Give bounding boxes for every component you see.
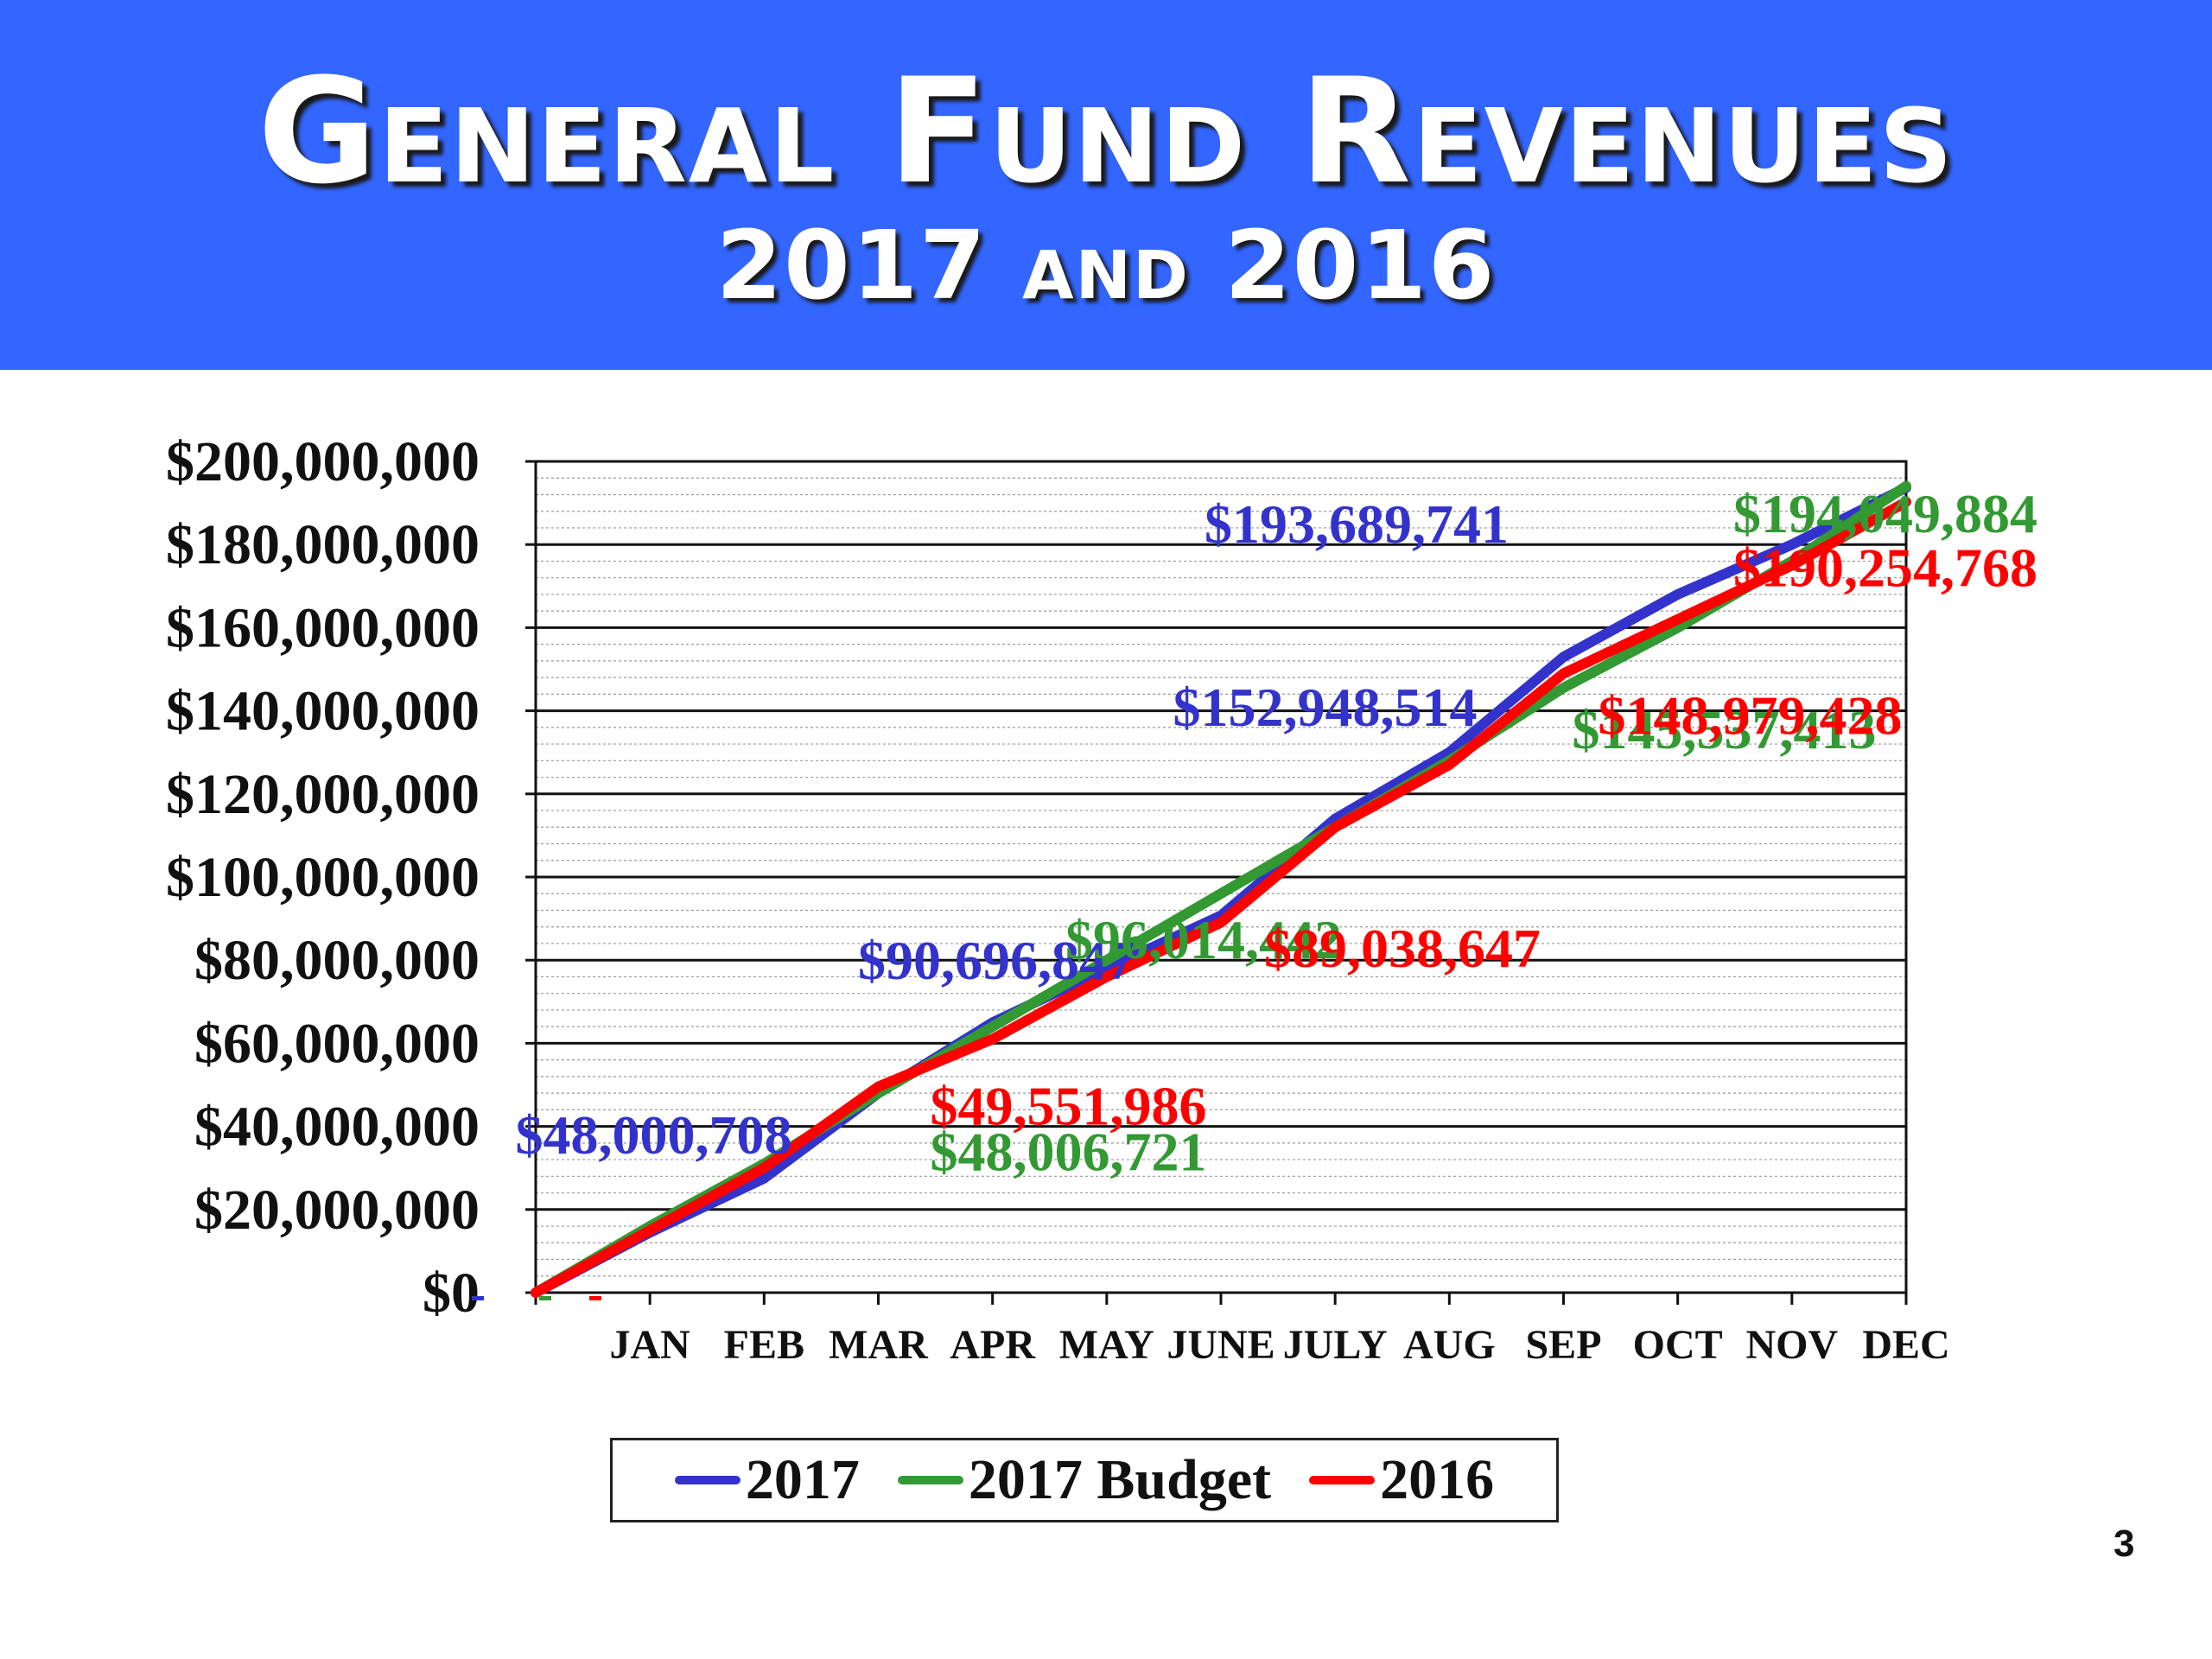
page-number: 3	[2113, 1522, 2135, 1565]
y-tick-label: $160,000,000	[166, 596, 480, 659]
data-label: $145,537,413	[1573, 699, 1877, 760]
data-label: $90,696,847	[858, 930, 1135, 991]
x-tick-label: APR	[950, 1322, 1036, 1368]
x-tick-label: JAN	[610, 1322, 691, 1368]
y-tick-label: $60,000,000	[194, 1012, 480, 1075]
legend-label-2017: 2017	[745, 1448, 860, 1511]
x-tick-label: NOV	[1745, 1322, 1838, 1368]
data-label: $194,049,884	[1733, 483, 2037, 544]
series-line-2	[531, 496, 1911, 1298]
y-tick-label: $40,000,000	[194, 1096, 480, 1159]
title-banner: General Fund Revenues 2017 and 2016	[0, 0, 2212, 370]
legend-swatch-2017	[674, 1476, 741, 1484]
series-line-0	[531, 482, 1911, 1298]
x-tick-label: JUNE	[1166, 1322, 1274, 1368]
origin-marker-1	[539, 1296, 551, 1300]
y-tick-label: $120,000,000	[166, 763, 480, 826]
data-label: $190,254,768	[1733, 537, 2037, 599]
y-tick-label: $140,000,000	[166, 680, 480, 743]
data-label: $49,551,986	[931, 1076, 1207, 1137]
legend-label-2016: 2016	[1380, 1448, 1495, 1511]
legend-swatch-2017-budget	[897, 1476, 963, 1484]
x-tick-label: SEP	[1525, 1322, 1601, 1368]
chart-legend: 2017 2017 Budget 2016	[610, 1438, 1559, 1522]
legend-item-2016: 2016	[1309, 1447, 1494, 1513]
legend-label-2017-budget: 2017 Budget	[968, 1448, 1272, 1511]
legend-item-2017: 2017	[674, 1447, 860, 1513]
x-tick-label: DEC	[1862, 1322, 1949, 1368]
y-tick-label: $200,000,000	[166, 430, 480, 493]
y-tick-label: $100,000,000	[166, 846, 480, 909]
data-label: $89,038,647	[1264, 918, 1541, 979]
origin-marker-0	[472, 1296, 484, 1300]
legend-swatch-2016	[1309, 1476, 1376, 1484]
data-label: $48,000,708	[516, 1104, 792, 1166]
y-tick-label: $180,000,000	[166, 513, 480, 576]
x-tick-label: MAY	[1059, 1322, 1154, 1368]
y-tick-label: $0	[423, 1262, 480, 1325]
legend-item-2017-budget: 2017 Budget	[897, 1447, 1272, 1513]
x-tick-label: MAR	[829, 1322, 929, 1368]
x-tick-label: JULY	[1283, 1322, 1388, 1368]
x-tick-label: OCT	[1633, 1322, 1723, 1368]
slide-title: General Fund Revenues	[257, 47, 1955, 216]
data-label: $152,948,514	[1173, 677, 1478, 738]
y-tick-label: $80,000,000	[194, 929, 480, 992]
data-label: $148,979,428	[1599, 684, 1903, 746]
data-label: $48,006,721	[931, 1121, 1207, 1182]
x-tick-label: AUG	[1403, 1322, 1496, 1368]
data-label: $96,014,442	[1065, 909, 1342, 970]
y-tick-label: $20,000,000	[194, 1179, 480, 1242]
x-tick-label: FEB	[724, 1322, 804, 1368]
slide-subtitle: 2017 and 2016	[715, 210, 1497, 321]
data-label: $193,689,741	[1205, 493, 1509, 555]
origin-marker-2	[589, 1296, 601, 1300]
revenue-line-chart: $0 $20,000,000 $40,000,000 $60,000,000 $80,0…	[166, 430, 2037, 1368]
